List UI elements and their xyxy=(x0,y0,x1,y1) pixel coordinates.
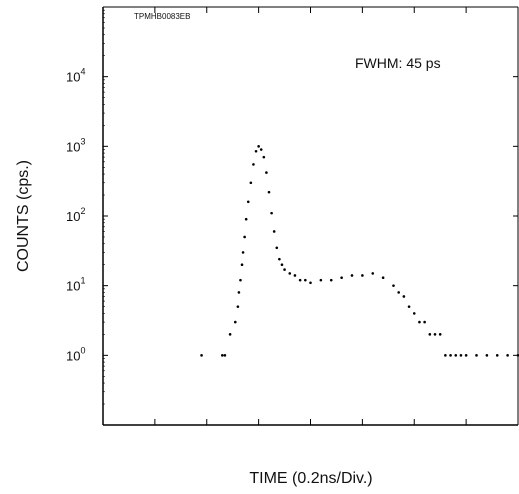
data-point xyxy=(280,263,284,266)
data-point xyxy=(423,320,426,324)
data-point xyxy=(402,295,406,298)
data-point xyxy=(275,246,279,250)
data-point xyxy=(350,274,354,277)
data-point xyxy=(309,281,312,285)
axes xyxy=(102,6,519,426)
data-point xyxy=(283,268,286,271)
data-point xyxy=(371,272,375,275)
data-point xyxy=(459,354,463,357)
data-points xyxy=(200,145,519,357)
data-point xyxy=(381,276,385,280)
data-point xyxy=(454,354,458,357)
data-point xyxy=(240,263,244,266)
data-point xyxy=(319,278,323,282)
data-point xyxy=(223,354,227,357)
y-axis-title: COUNTS (cps.) xyxy=(15,160,32,272)
data-point xyxy=(361,274,364,277)
y-tick-label: 104 xyxy=(66,67,85,85)
data-point xyxy=(262,155,266,159)
data-point xyxy=(340,276,343,280)
data-point xyxy=(272,230,276,233)
data-point xyxy=(237,291,241,294)
data-point xyxy=(298,278,302,282)
data-point xyxy=(254,149,258,153)
data-point xyxy=(259,148,263,151)
data-point xyxy=(249,181,253,185)
data-point xyxy=(244,217,248,221)
data-point xyxy=(438,333,442,336)
data-point xyxy=(278,257,281,261)
data-point xyxy=(288,272,292,275)
data-point xyxy=(449,354,452,357)
data-point xyxy=(407,305,411,308)
data-point xyxy=(464,354,468,357)
ticks: 100 101 102 103 104 xyxy=(66,7,519,425)
data-point xyxy=(433,333,437,336)
data-point xyxy=(236,305,240,308)
data-point xyxy=(485,354,489,357)
data-point xyxy=(221,354,224,357)
data-point xyxy=(228,333,232,336)
x-axis-title: TIME (0.2ns/Div.) xyxy=(249,470,372,487)
figure-code-label: TPMHB0083EB xyxy=(134,12,190,21)
data-point xyxy=(304,278,307,282)
data-point xyxy=(475,354,478,357)
data-point xyxy=(233,320,237,324)
data-point xyxy=(265,171,268,174)
data-point xyxy=(418,320,421,324)
data-point xyxy=(444,354,447,357)
data-point xyxy=(200,354,203,357)
data-point xyxy=(428,333,432,336)
y-tick-label: 102 xyxy=(66,206,85,224)
data-point xyxy=(246,200,250,204)
y-tick-label: 101 xyxy=(66,276,85,294)
data-point xyxy=(397,291,400,294)
data-point xyxy=(516,354,519,357)
data-point xyxy=(243,235,246,239)
data-point xyxy=(329,278,333,282)
data-point xyxy=(392,284,395,287)
y-tick-label: 103 xyxy=(66,136,85,154)
data-point xyxy=(239,278,242,282)
y-tick-label: 100 xyxy=(66,345,85,363)
data-point xyxy=(270,211,273,215)
data-point xyxy=(293,274,297,277)
data-point xyxy=(241,251,245,254)
data-point xyxy=(257,145,260,148)
data-point xyxy=(412,312,416,315)
data-point xyxy=(252,163,255,166)
data-point xyxy=(495,354,499,357)
data-point xyxy=(267,190,271,194)
data-point xyxy=(506,354,509,357)
fwhm-annotation: FWHM: 45 ps xyxy=(355,55,441,71)
